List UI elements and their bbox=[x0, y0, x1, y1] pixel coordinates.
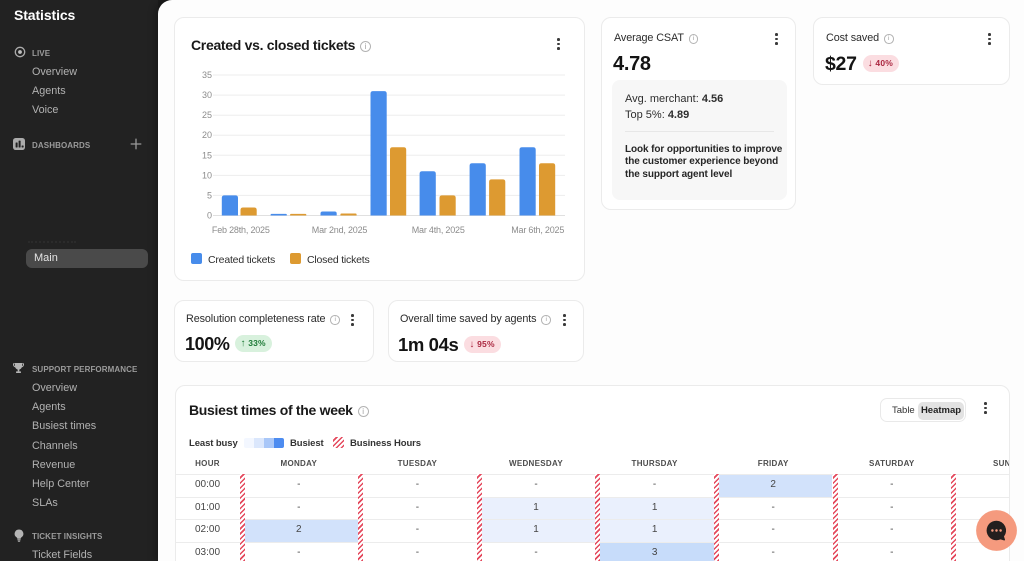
svg-text:30: 30 bbox=[202, 90, 212, 100]
svg-text:Mar 6th, 2025: Mar 6th, 2025 bbox=[511, 225, 564, 235]
svg-text:35: 35 bbox=[202, 70, 212, 80]
svg-text:15: 15 bbox=[202, 150, 212, 160]
svg-text:25: 25 bbox=[202, 110, 212, 120]
svg-text:Mar 2nd, 2025: Mar 2nd, 2025 bbox=[312, 225, 368, 235]
svg-text:Feb 28th, 2025: Feb 28th, 2025 bbox=[212, 225, 270, 235]
svg-text:20: 20 bbox=[202, 130, 212, 140]
svg-text:10: 10 bbox=[202, 170, 212, 180]
svg-text:0: 0 bbox=[207, 211, 212, 221]
svg-text:5: 5 bbox=[207, 190, 212, 200]
svg-text:Mar 4th, 2025: Mar 4th, 2025 bbox=[412, 225, 465, 235]
